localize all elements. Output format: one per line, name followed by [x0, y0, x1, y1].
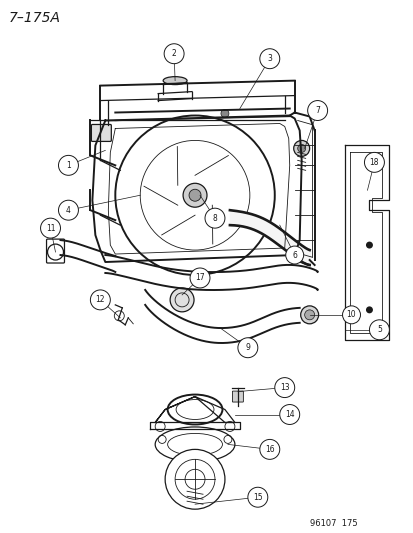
Text: 7: 7	[314, 106, 319, 115]
Text: 4: 4	[66, 206, 71, 215]
Circle shape	[40, 218, 60, 238]
Circle shape	[221, 109, 228, 117]
Text: 9: 9	[245, 343, 250, 352]
Ellipse shape	[155, 427, 234, 462]
Ellipse shape	[163, 77, 187, 85]
Circle shape	[189, 189, 201, 201]
Circle shape	[259, 439, 279, 459]
Circle shape	[304, 310, 314, 320]
Circle shape	[183, 183, 206, 207]
Text: 12: 12	[95, 295, 105, 304]
Circle shape	[307, 101, 327, 120]
Circle shape	[293, 140, 309, 156]
FancyBboxPatch shape	[232, 391, 243, 402]
Text: 13: 13	[279, 383, 289, 392]
Circle shape	[285, 246, 303, 264]
Circle shape	[259, 49, 279, 69]
Circle shape	[237, 338, 257, 358]
Circle shape	[365, 241, 372, 248]
Circle shape	[279, 405, 299, 424]
Text: 3: 3	[267, 54, 272, 63]
Circle shape	[363, 152, 384, 172]
FancyBboxPatch shape	[91, 125, 111, 141]
Circle shape	[58, 156, 78, 175]
Circle shape	[58, 200, 78, 220]
Circle shape	[90, 290, 110, 310]
Circle shape	[300, 306, 318, 324]
Circle shape	[170, 288, 194, 312]
Text: 2: 2	[171, 49, 176, 58]
Text: 1: 1	[66, 161, 71, 170]
Text: 16: 16	[264, 445, 274, 454]
Text: 8: 8	[212, 214, 217, 223]
Text: 15: 15	[252, 492, 262, 502]
Circle shape	[204, 208, 224, 228]
Circle shape	[165, 449, 224, 509]
Text: 11: 11	[46, 224, 55, 232]
Circle shape	[190, 268, 209, 288]
Circle shape	[247, 487, 267, 507]
Text: 17: 17	[195, 273, 204, 282]
Text: 10: 10	[346, 310, 356, 319]
Text: 96107  175: 96107 175	[309, 519, 356, 528]
Text: 14: 14	[284, 410, 294, 419]
Circle shape	[274, 377, 294, 398]
Text: 7–175A: 7–175A	[9, 11, 61, 25]
Circle shape	[342, 306, 360, 324]
Circle shape	[164, 44, 184, 63]
Text: 6: 6	[292, 251, 297, 260]
Text: 18: 18	[369, 158, 378, 167]
Text: 5: 5	[376, 325, 381, 334]
Circle shape	[297, 144, 305, 152]
Circle shape	[368, 320, 389, 340]
Circle shape	[365, 306, 372, 313]
